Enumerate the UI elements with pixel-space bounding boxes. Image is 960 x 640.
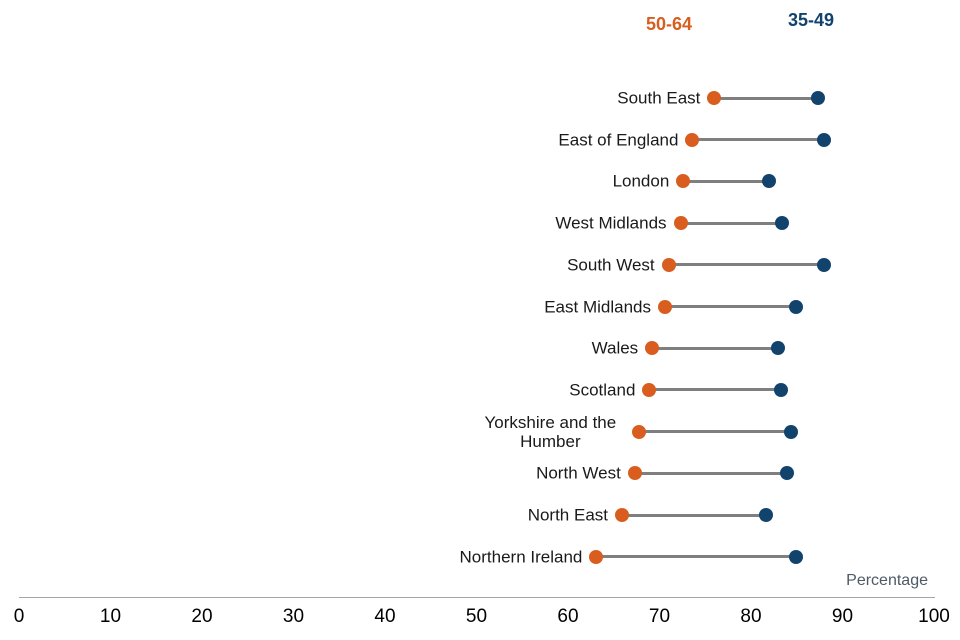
connector-line (714, 96, 818, 100)
row-label: East Midlands (544, 297, 651, 316)
x-tick-label: 100 (918, 606, 950, 627)
row-label: Yorkshire and the Humber (484, 412, 617, 451)
row-label: London (612, 171, 670, 191)
dot-50-64 (614, 508, 629, 522)
dot-50-64 (707, 91, 722, 105)
connector-line (668, 263, 825, 267)
connector-line (649, 388, 782, 392)
x-axis-line (19, 597, 935, 598)
connector-line (680, 221, 783, 225)
connector-line (621, 513, 766, 517)
connector-line (596, 555, 796, 559)
x-tick-label: 30 (282, 606, 305, 627)
connector-line (652, 346, 779, 350)
dot-35-49 (810, 91, 825, 105)
dot-35-49 (774, 382, 789, 397)
x-tick-label: 80 (740, 606, 762, 627)
dot-50-64 (685, 132, 700, 147)
dot-35-49 (784, 424, 799, 439)
legend-item-50-64: 50-64 (646, 14, 693, 34)
x-tick-label: 60 (557, 606, 579, 627)
x-tick-label: 70 (648, 606, 671, 627)
dot-50-64 (676, 174, 691, 189)
connector-line (683, 179, 770, 183)
dot-35-49 (758, 508, 773, 522)
x-tick-label: 50 (465, 606, 488, 627)
row-label: Wales (591, 338, 639, 358)
x-tick-label: 40 (374, 606, 396, 627)
dot-35-49 (788, 299, 803, 314)
row-label: North West (536, 463, 621, 483)
row-label: East of England (558, 130, 679, 150)
connector-line (639, 430, 792, 434)
dot-50-64 (642, 382, 657, 397)
row-label: North East (527, 505, 608, 525)
dot-50-64 (589, 549, 604, 564)
x-tick-label: 90 (831, 606, 854, 627)
x-tick-label: 20 (191, 606, 213, 627)
dot-50-64 (661, 257, 676, 272)
dot-35-49 (771, 341, 786, 356)
x-axis-label: Percentage (846, 572, 928, 589)
row-label: West Midlands (555, 213, 667, 233)
connector-line (634, 471, 787, 475)
dot-50-64 (627, 466, 642, 481)
dot-35-49 (762, 174, 777, 189)
dot-50-64 (657, 299, 672, 314)
row-label: Northern Ireland (459, 547, 583, 567)
row-label: South East (617, 88, 701, 108)
row-label: Scotland (569, 380, 636, 400)
dot-35-49 (775, 216, 790, 231)
x-tick-label: 0 (13, 606, 25, 627)
connector-line (664, 305, 796, 308)
x-tick-label: 10 (99, 606, 122, 627)
dot-35-49 (779, 466, 794, 481)
dot-50-64 (645, 341, 660, 356)
dot-35-49 (788, 549, 803, 564)
dot-35-49 (817, 257, 832, 272)
connector-line (692, 138, 825, 142)
dot-50-64 (632, 424, 647, 439)
legend-item-35-49: 35-49 (788, 10, 835, 30)
dot-50-64 (673, 216, 688, 231)
dot-35-49 (817, 132, 832, 147)
row-label: South West (567, 255, 655, 275)
